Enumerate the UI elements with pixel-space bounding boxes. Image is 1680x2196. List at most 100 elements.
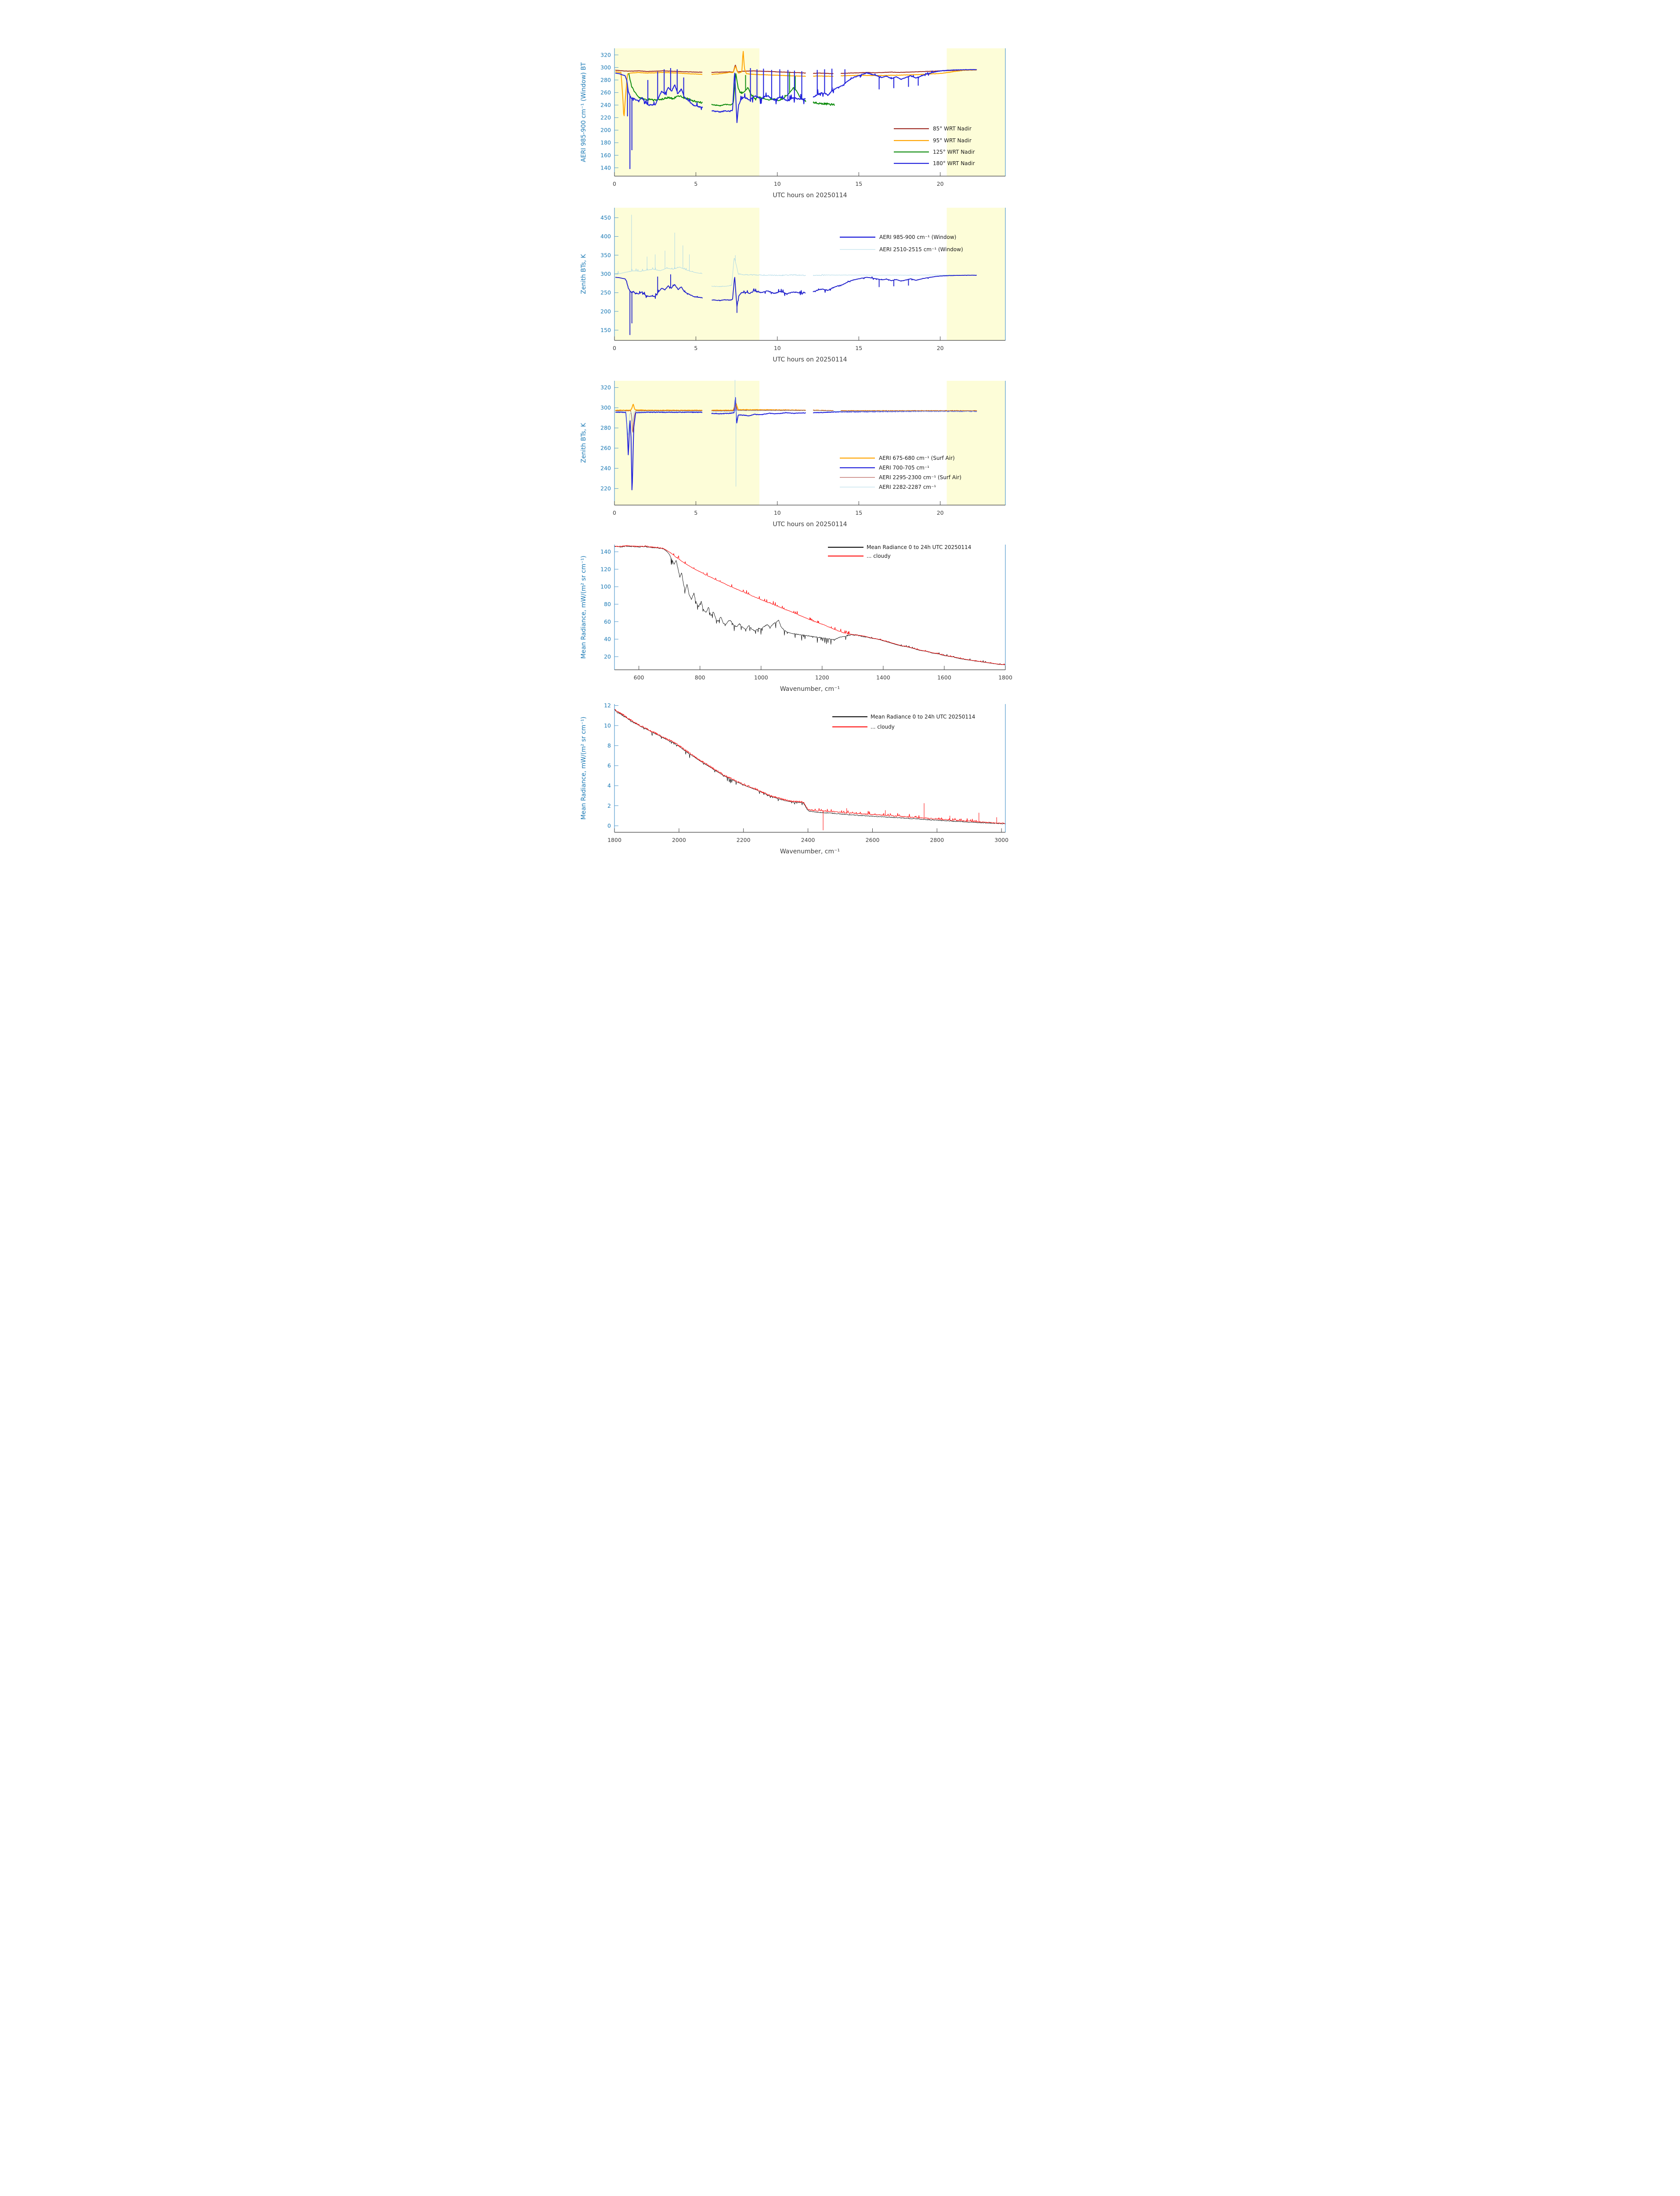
legend: Mean Radiance 0 to 24h UTC 20250114 ... c… [832, 714, 975, 730]
legend-label: 125° WRT Nadir [933, 149, 975, 155]
zenith-bts-window-vs-time-series-layer [615, 214, 977, 335]
legend-label: 180° WRT Nadir [933, 160, 975, 166]
y-tick-label: 220 [600, 485, 611, 492]
series-85deg-wrt-nadir [615, 65, 977, 74]
y-tick-label: 140 [600, 549, 611, 555]
y-tick-label: 20 [604, 653, 611, 660]
y-tick-label: 260 [600, 445, 611, 451]
y-tick-label: 10 [604, 722, 611, 729]
y-tick-label: 140 [600, 164, 611, 171]
y-tick-label: 180 [600, 139, 611, 146]
x-tick-label: 15 [855, 345, 862, 351]
y-tick-label: 40 [604, 636, 611, 643]
y-tick-label: 220 [600, 114, 611, 121]
x-tick-label: 5 [694, 509, 697, 516]
x-tick-label: 1600 [937, 674, 951, 681]
x-axis-label: UTC hours on 20250114 [773, 356, 847, 363]
x-tick-label: 20 [937, 509, 944, 516]
x-tick-label: 1400 [876, 674, 890, 681]
y-tick-label: 300 [600, 405, 611, 411]
x-tick-label: 20 [937, 345, 944, 351]
legend-label: Mean Radiance 0 to 24h UTC 20250114 [867, 544, 971, 550]
series-mean-radiance-clear [614, 545, 1005, 665]
daylight-shaded-band [947, 48, 1005, 176]
y-tick-label: 320 [600, 51, 611, 58]
panel-zenith-bts-co2-vs-time: 220 240 260 280 300 320 0 5 10 15 20 UTC hours on 2… [580, 380, 1006, 528]
daylight-shaded-band [947, 381, 1005, 505]
y-tick-label: 100 [600, 583, 611, 590]
y-tick-label: 400 [600, 233, 611, 240]
x-tick-label: 1800 [998, 674, 1012, 681]
x-tick-label: 0 [613, 509, 616, 516]
legend-label: AERI 700-705 cm⁻¹ [879, 465, 929, 471]
x-tick-label: 2800 [930, 837, 944, 843]
y-tick-label: 80 [604, 601, 611, 607]
x-tick-label: 3000 [994, 837, 1008, 843]
series-95deg-wrt-nadir [615, 51, 977, 116]
x-tick-label: 1200 [815, 674, 829, 681]
legend-label: 85° WRT Nadir [933, 126, 972, 132]
legend-label: AERI 2295-2300 cm⁻¹ (Surf Air) [879, 474, 961, 480]
y-tick-label: 250 [600, 289, 611, 296]
y-tick-label: 240 [600, 465, 611, 472]
y-axis-label: Zenith BTs, K [580, 254, 587, 294]
x-tick-label: 10 [774, 509, 781, 516]
y-tick-label: 260 [600, 89, 611, 96]
y-tick-label: 150 [600, 327, 611, 333]
daylight-shaded-band [947, 208, 1005, 340]
legend: Mean Radiance 0 to 24h UTC 20250114 ... c… [828, 544, 971, 559]
series-aeri-2510-2515-window [615, 214, 977, 287]
legend-label: 95° WRT Nadir [933, 137, 972, 144]
y-tick-label: 60 [604, 618, 611, 625]
daylight-shaded-band [614, 208, 759, 340]
legend-label: AERI 675-680 cm⁻¹ (Surf Air) [879, 455, 955, 461]
panel-aeri-window-bt-vs-time: 140 160 180 200 220 240 260 280 300 320 0 5 10 15 20 UT… [580, 48, 1006, 199]
x-tick-label: 0 [613, 345, 616, 351]
x-tick-label: 1000 [754, 674, 768, 681]
x-tick-label: 5 [694, 181, 697, 187]
y-tick-label: 300 [600, 271, 611, 277]
series-180deg-wrt-nadir [615, 68, 977, 169]
x-tick-label: 2200 [737, 837, 751, 843]
x-axis-label: UTC hours on 20250114 [773, 521, 847, 528]
y-tick-label: 200 [600, 308, 611, 314]
y-tick-label: 200 [600, 127, 611, 134]
series-aeri-2295-2300-surf-air [615, 405, 977, 433]
legend: 85° WRT Nadir 95° WRT Nadir 125° WRT Nadir… [894, 126, 975, 166]
series-mean-radiance-clear [614, 709, 1005, 824]
legend: AERI 675-680 cm⁻¹ (Surf Air) AERI 700-705… [840, 455, 961, 490]
panel-zenith-bts-window-vs-time: 150 200 250 300 350 400 450 0 5 10 15 20 UTC hours o… [580, 208, 1006, 363]
y-axis-label: Zenith BTs, K [580, 423, 587, 463]
y-tick-label: 160 [600, 152, 611, 159]
aeri-quicklook-figure: 140 160 180 200 220 240 260 280 300 320 0 5 10 15 20 UT… [560, 0, 1120, 878]
x-tick-label: 15 [855, 181, 862, 187]
x-tick-label: 2400 [801, 837, 815, 843]
legend: AERI 985-900 cm⁻¹ (Window) AERI 2510-2515… [840, 234, 963, 253]
legend-label: AERI 2510-2515 cm⁻¹ (Window) [879, 246, 963, 253]
legend-label: AERI 985-900 cm⁻¹ (Window) [879, 234, 956, 240]
y-axis-label: Mean Radiance, mW/(m² sr cm⁻¹) [580, 717, 587, 820]
x-tick-label: 2600 [866, 837, 880, 843]
panel-mean-radiance-1800-3000: 0 2 4 6 8 10 12 1800 2000 2200 2400 2600 2800 3000 Wav… [580, 702, 1008, 855]
mean-radiance-1800-3000-series-layer [614, 709, 1005, 831]
x-tick-label: 15 [855, 509, 862, 516]
series-aeri-2282-2287 [615, 380, 977, 487]
y-tick-label: 0 [607, 823, 611, 829]
x-tick-label: 10 [774, 345, 781, 351]
aeri-window-bt-vs-time-series-layer [615, 51, 977, 169]
x-tick-label: 2000 [672, 837, 686, 843]
x-tick-label: 800 [695, 674, 705, 681]
series-mean-radiance-cloudy [614, 545, 1005, 665]
series-aeri-985-900-window [615, 274, 977, 335]
x-axis-label: Wavenumber, cm⁻¹ [780, 848, 840, 855]
y-tick-label: 320 [600, 384, 611, 391]
y-tick-label: 2 [607, 802, 611, 809]
legend-label: AERI 2282-2287 cm⁻¹ [879, 484, 936, 490]
panel-mean-radiance-500-1800: 20 40 60 80 100 120 140 600 800 1000 1200 1400 1600 1… [580, 544, 1012, 693]
daylight-shaded-band [614, 381, 759, 505]
x-tick-label: 20 [937, 181, 944, 187]
y-axis-label: AERI 985-900 cm⁻¹ (Window) BT [580, 62, 587, 162]
x-tick-label: 1800 [607, 837, 621, 843]
y-tick-label: 350 [600, 252, 611, 258]
